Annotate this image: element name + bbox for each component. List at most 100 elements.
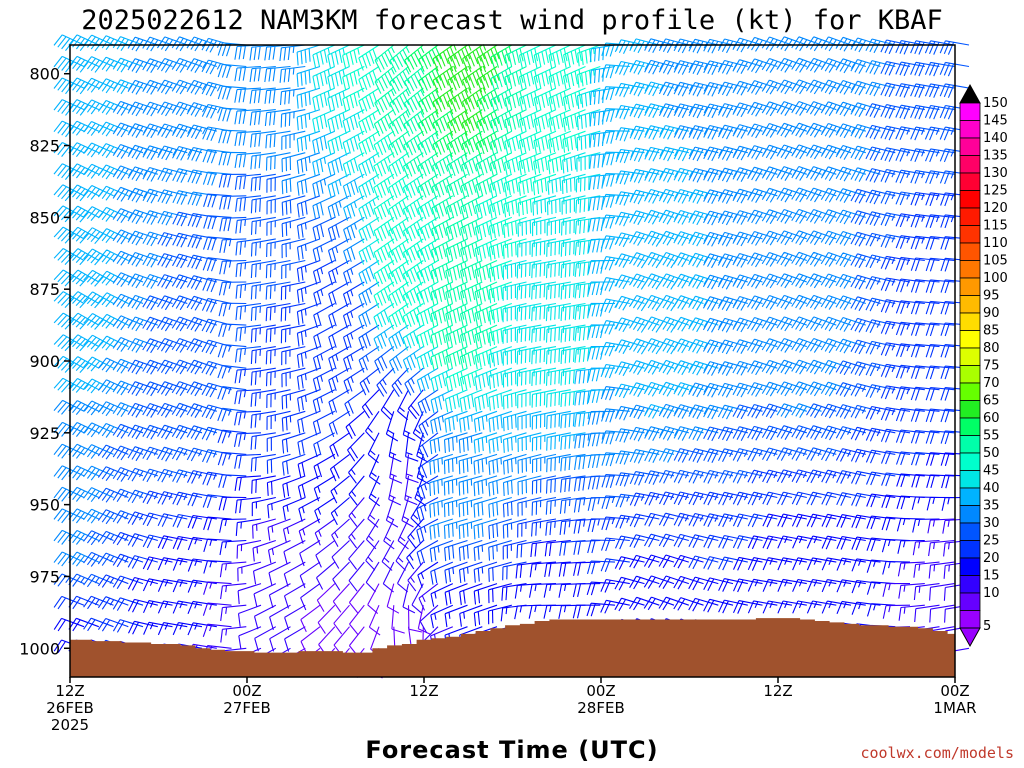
wind-barb	[673, 554, 704, 569]
wind-barb	[446, 173, 468, 200]
wind-barb	[614, 576, 645, 591]
wind-barb	[127, 424, 158, 440]
wind-barb	[545, 518, 571, 536]
wind-barb	[732, 535, 763, 549]
wind-barb	[267, 539, 291, 564]
wind-barb	[806, 557, 837, 571]
wind-barb	[445, 216, 468, 242]
wind-barb	[688, 512, 719, 527]
wind-barb	[473, 583, 498, 605]
wind-barb	[217, 343, 247, 358]
wind-barb	[865, 405, 896, 420]
wind-barb	[391, 367, 409, 398]
wind-barb	[218, 129, 247, 144]
wind-barb	[601, 64, 630, 79]
wind-barb	[912, 539, 940, 556]
wind-barb	[820, 144, 852, 160]
wind-barb	[925, 236, 955, 250]
wind-barb	[732, 252, 763, 268]
wind-barb	[388, 195, 409, 223]
wind-barb	[898, 604, 925, 621]
wind-barb	[202, 171, 232, 186]
wind-barb	[252, 561, 277, 585]
wind-barb	[250, 453, 276, 472]
wind-barb	[573, 561, 601, 576]
wind-barb	[112, 122, 144, 138]
wind-barb	[587, 302, 616, 317]
wind-barb	[732, 469, 763, 484]
wind-barb	[703, 60, 734, 76]
wind-barb	[835, 188, 866, 203]
wind-barb	[805, 316, 837, 332]
wind-barb	[747, 316, 778, 332]
wind-barb	[68, 443, 100, 459]
wind-barb	[172, 145, 203, 161]
x-tick-label: 12Z	[55, 682, 84, 700]
wind-barb	[717, 274, 748, 290]
wind-barb	[702, 317, 734, 333]
wind-barb	[97, 617, 129, 632]
wind-barb	[342, 173, 365, 200]
wind-barb	[562, 65, 586, 90]
wind-barb	[296, 367, 321, 390]
wind-barb	[629, 231, 660, 246]
wind-barb	[97, 185, 129, 201]
wind-barb	[688, 317, 719, 333]
wind-barb	[417, 216, 439, 243]
wind-barb	[235, 216, 262, 234]
wind-barb	[389, 109, 410, 137]
wind-barb	[898, 583, 925, 599]
wind-barb	[430, 324, 454, 349]
wind-barb	[806, 359, 837, 375]
wind-barb	[490, 109, 513, 135]
wind-barb	[445, 281, 468, 306]
wind-barb	[201, 339, 232, 355]
wind-barb	[500, 604, 527, 622]
wind-barb	[910, 213, 940, 228]
wind-barb	[156, 359, 188, 375]
wind-barb	[157, 232, 188, 247]
wind-barb	[266, 195, 291, 215]
wind-barb	[850, 296, 881, 312]
wind-barb	[373, 281, 395, 309]
wind-barb	[559, 539, 586, 556]
wind-barb	[458, 475, 483, 496]
wind-barb	[112, 208, 144, 224]
wind-barb	[614, 211, 645, 227]
wind-barb	[312, 130, 336, 154]
wind-barb	[910, 451, 940, 466]
wind-barb	[312, 346, 336, 371]
wind-barb	[474, 302, 498, 327]
wind-barb	[342, 87, 365, 112]
wind-barb	[533, 66, 557, 90]
wind-barb	[127, 294, 158, 310]
wind-barb	[53, 551, 85, 567]
colorbar-label: 125	[983, 184, 1008, 199]
wind-barb	[702, 339, 734, 355]
wind-barb	[416, 260, 439, 286]
wind-barb	[688, 469, 719, 484]
wind-barb	[488, 496, 512, 518]
wind-barb	[717, 382, 748, 398]
wind-barb	[312, 152, 336, 176]
colorbar-label: 120	[983, 201, 1008, 216]
wind-barb	[732, 513, 763, 528]
wind-barb	[747, 403, 778, 419]
colorbar-bottom-arrow	[959, 627, 981, 648]
wind-barb	[924, 83, 955, 98]
wind-barb	[112, 488, 144, 503]
wind-barb	[880, 450, 911, 465]
wind-barb	[417, 238, 439, 265]
wind-barb	[835, 426, 866, 440]
wind-barb	[587, 367, 615, 382]
wind-barb	[404, 475, 418, 506]
wind-barb	[820, 273, 852, 289]
wind-barb	[187, 492, 217, 507]
colorbar-segment	[959, 505, 981, 524]
wind-barb	[835, 404, 866, 419]
wind-barb	[373, 173, 395, 201]
y-tick-label: 1000	[19, 639, 60, 658]
wind-barb	[403, 109, 425, 137]
wind-barb	[896, 495, 925, 510]
wind-barb	[643, 359, 675, 375]
